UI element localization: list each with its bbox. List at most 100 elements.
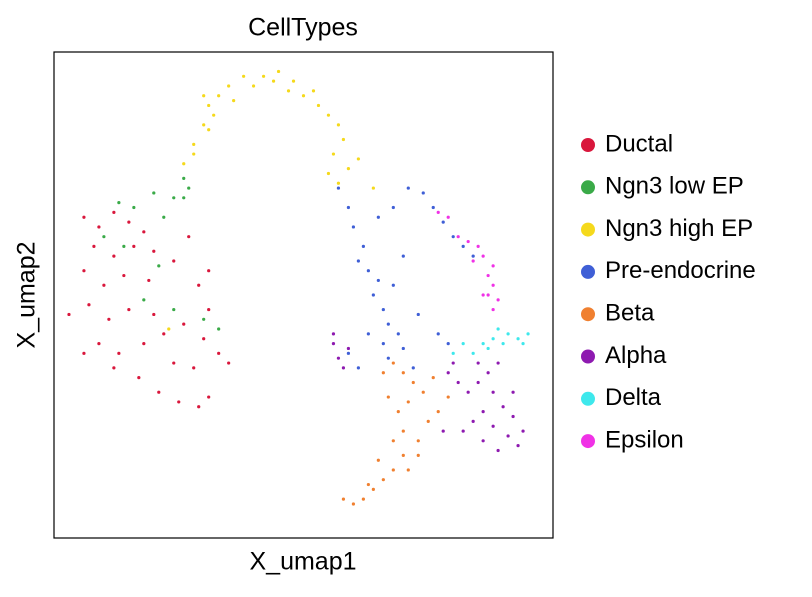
legend-marker: [581, 307, 595, 322]
point: [351, 225, 355, 229]
legend: Ductal Ngn3 low EP Ngn3 high EP Pre-endocri…: [581, 130, 756, 453]
point: [286, 89, 291, 93]
point: [476, 361, 480, 365]
point: [491, 337, 495, 341]
point: [207, 103, 211, 108]
point: [486, 273, 490, 278]
point: [516, 444, 520, 448]
point: [167, 327, 171, 331]
point: [182, 196, 186, 200]
point: [316, 103, 321, 108]
point: [511, 414, 515, 419]
point: [501, 342, 505, 346]
point: [466, 239, 470, 244]
point: [386, 356, 390, 360]
point: [416, 453, 420, 457]
point: [496, 327, 500, 331]
point: [526, 332, 530, 336]
point: [446, 342, 450, 346]
point: [152, 249, 156, 253]
point: [202, 123, 206, 127]
chart-title: CellTypes: [248, 14, 358, 42]
point: [371, 186, 375, 190]
point: [451, 361, 455, 365]
point: [471, 259, 475, 263]
point: [481, 293, 485, 297]
point: [217, 327, 221, 331]
point: [356, 157, 360, 161]
point: [471, 419, 475, 423]
y-axis-label: X_umap2: [13, 241, 41, 348]
point: [326, 113, 331, 117]
point: [356, 366, 360, 370]
point: [182, 322, 186, 326]
point: [406, 468, 410, 472]
point: [386, 322, 390, 326]
point: [227, 84, 231, 88]
point: [197, 405, 201, 409]
point: [252, 84, 256, 88]
point: [172, 259, 176, 263]
point: [416, 439, 420, 443]
point: [436, 410, 440, 414]
point: [177, 400, 181, 404]
point: [162, 332, 166, 336]
point: [326, 171, 331, 176]
point: [436, 332, 440, 336]
point: [481, 254, 485, 258]
point: [391, 439, 395, 443]
point: [232, 99, 236, 103]
point: [371, 487, 375, 491]
point: [461, 342, 465, 346]
point: [366, 482, 370, 487]
point: [371, 293, 375, 297]
point: [122, 273, 126, 278]
point: [401, 453, 405, 457]
point: [511, 390, 515, 394]
point: [506, 434, 510, 438]
point: [336, 181, 341, 185]
point: [291, 79, 296, 83]
point: [301, 94, 306, 98]
point: [261, 74, 266, 78]
legend-marker: [581, 434, 595, 449]
point: [396, 410, 400, 414]
point: [67, 312, 71, 317]
point: [451, 351, 455, 355]
point: [346, 351, 351, 355]
point: [496, 361, 500, 365]
point: [481, 342, 485, 346]
point: [157, 390, 161, 394]
point: [521, 342, 525, 346]
point: [331, 342, 336, 346]
point: [436, 210, 440, 214]
point: [411, 366, 415, 370]
point: [416, 312, 420, 317]
point: [506, 332, 510, 336]
point: [117, 201, 121, 205]
legend-label: Beta: [605, 300, 655, 327]
point: [152, 312, 156, 317]
point: [336, 356, 341, 360]
legend-marker: [581, 138, 595, 152]
point: [202, 337, 206, 341]
legend-label: Ductal: [605, 130, 673, 157]
point: [142, 342, 146, 346]
point: [431, 205, 435, 210]
point: [456, 235, 460, 239]
point: [401, 429, 405, 433]
point: [381, 307, 385, 312]
point: [476, 380, 480, 385]
point: [172, 307, 176, 312]
point: [217, 351, 221, 355]
point: [361, 244, 365, 248]
point: [441, 220, 445, 224]
point: [117, 351, 121, 355]
point: [157, 264, 161, 268]
legend-marker: [581, 349, 595, 364]
point: [202, 317, 206, 321]
point: [127, 307, 131, 312]
point: [172, 196, 176, 200]
point: [346, 167, 351, 171]
